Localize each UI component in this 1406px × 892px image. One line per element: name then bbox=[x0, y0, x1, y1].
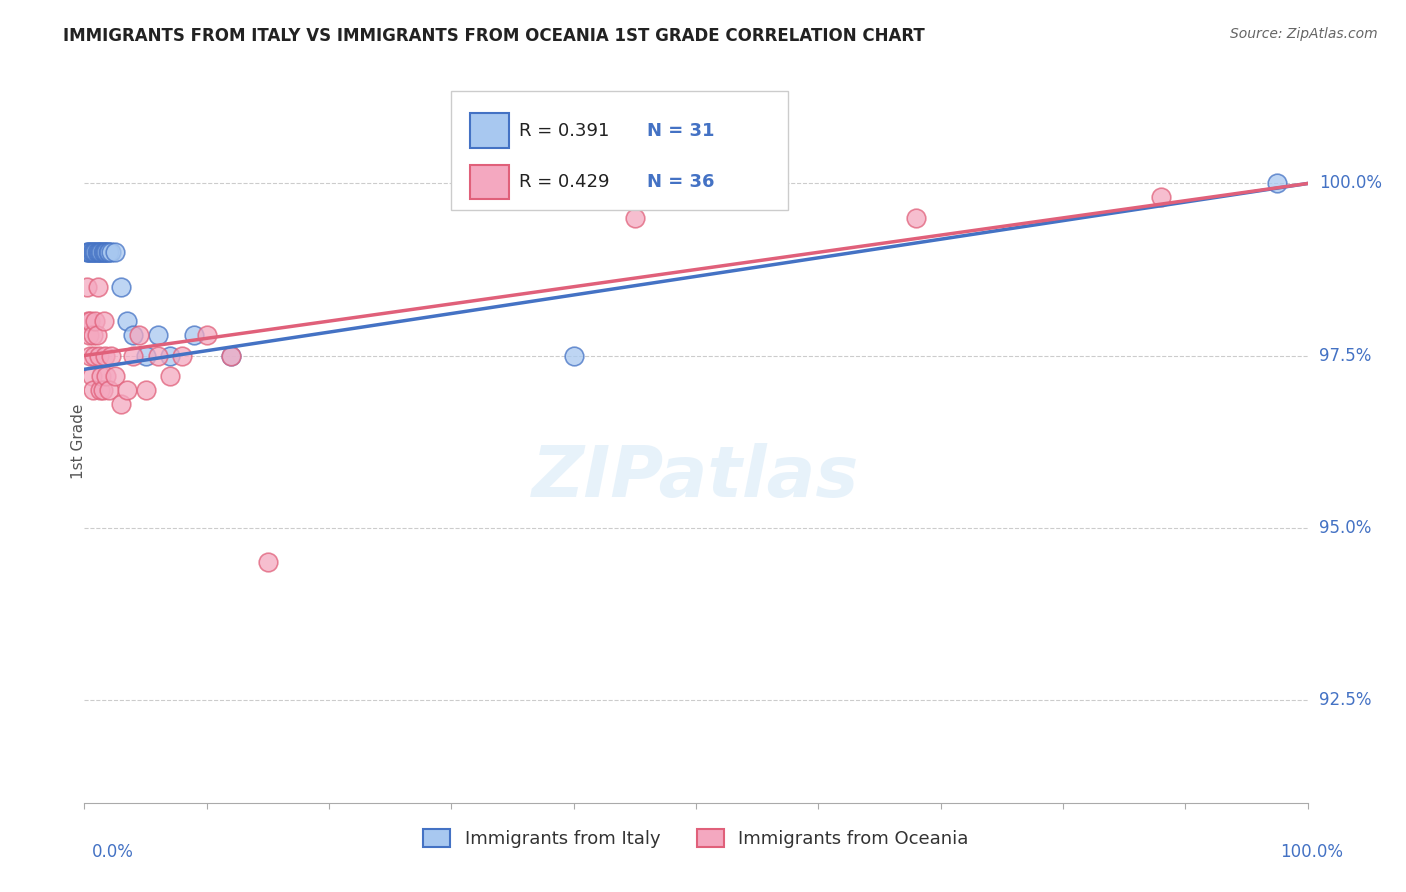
Text: R = 0.391: R = 0.391 bbox=[519, 121, 609, 139]
Point bbox=[84, 245, 107, 260]
Point bbox=[146, 349, 169, 363]
Point bbox=[89, 245, 111, 260]
Point bbox=[159, 369, 181, 384]
Point bbox=[87, 245, 110, 260]
Text: IMMIGRANTS FROM ITALY VS IMMIGRANTS FROM OCEANIA 1ST GRADE CORRELATION CHART: IMMIGRANTS FROM ITALY VS IMMIGRANTS FROM… bbox=[63, 27, 925, 45]
Point bbox=[135, 383, 157, 397]
Point bbox=[90, 245, 112, 260]
Text: 92.5%: 92.5% bbox=[1319, 690, 1371, 708]
Point bbox=[79, 349, 101, 363]
Point bbox=[77, 327, 100, 342]
Point bbox=[83, 349, 105, 363]
Point bbox=[1265, 177, 1288, 191]
FancyBboxPatch shape bbox=[470, 113, 509, 148]
Point bbox=[93, 245, 115, 260]
Point bbox=[82, 245, 104, 260]
Point bbox=[110, 279, 132, 293]
Point bbox=[146, 327, 169, 342]
Point bbox=[80, 369, 103, 384]
Point bbox=[115, 383, 138, 397]
Point bbox=[94, 245, 117, 260]
Y-axis label: 1st Grade: 1st Grade bbox=[72, 404, 86, 479]
Point bbox=[562, 349, 585, 363]
Point bbox=[91, 383, 114, 397]
Point bbox=[79, 314, 101, 328]
Point bbox=[219, 349, 242, 363]
Point bbox=[135, 349, 157, 363]
Point bbox=[159, 349, 181, 363]
Point bbox=[83, 245, 105, 260]
Point bbox=[100, 349, 122, 363]
Point bbox=[90, 369, 112, 384]
Text: 100.0%: 100.0% bbox=[1279, 843, 1343, 861]
Point bbox=[86, 327, 108, 342]
Point bbox=[195, 327, 218, 342]
Point bbox=[87, 349, 110, 363]
Point bbox=[80, 245, 103, 260]
Point bbox=[79, 245, 101, 260]
Text: 0.0%: 0.0% bbox=[91, 843, 134, 861]
Point bbox=[76, 279, 98, 293]
Point bbox=[93, 314, 115, 328]
Point bbox=[86, 245, 108, 260]
Point bbox=[257, 555, 280, 569]
Point bbox=[905, 211, 928, 225]
Text: N = 31: N = 31 bbox=[647, 121, 714, 139]
Text: 95.0%: 95.0% bbox=[1319, 518, 1371, 537]
Point bbox=[89, 383, 111, 397]
Point bbox=[100, 245, 122, 260]
Point bbox=[219, 349, 242, 363]
Point bbox=[76, 245, 98, 260]
Text: R = 0.429: R = 0.429 bbox=[519, 173, 609, 191]
Point bbox=[77, 245, 100, 260]
Text: N = 36: N = 36 bbox=[647, 173, 714, 191]
Point bbox=[624, 211, 647, 225]
Point bbox=[77, 314, 100, 328]
Text: 100.0%: 100.0% bbox=[1319, 175, 1382, 193]
Point bbox=[183, 327, 205, 342]
Point bbox=[97, 245, 120, 260]
Point bbox=[122, 327, 145, 342]
Text: 97.5%: 97.5% bbox=[1319, 346, 1371, 365]
FancyBboxPatch shape bbox=[451, 91, 787, 211]
Point bbox=[87, 245, 110, 260]
Point bbox=[104, 245, 127, 260]
Point bbox=[110, 397, 132, 411]
Point bbox=[104, 369, 127, 384]
Point bbox=[96, 369, 118, 384]
Point bbox=[91, 245, 114, 260]
Point bbox=[97, 383, 120, 397]
Text: Source: ZipAtlas.com: Source: ZipAtlas.com bbox=[1230, 27, 1378, 41]
Point bbox=[94, 349, 117, 363]
Text: ZIPatlas: ZIPatlas bbox=[533, 443, 859, 512]
FancyBboxPatch shape bbox=[470, 165, 509, 199]
Point bbox=[96, 245, 118, 260]
Legend: Immigrants from Italy, Immigrants from Oceania: Immigrants from Italy, Immigrants from O… bbox=[416, 822, 976, 855]
Point bbox=[1150, 190, 1173, 204]
Point bbox=[128, 327, 150, 342]
Point bbox=[122, 349, 145, 363]
Point bbox=[77, 245, 100, 260]
Point bbox=[82, 327, 104, 342]
Point bbox=[87, 279, 110, 293]
Point bbox=[84, 314, 107, 328]
Point bbox=[82, 383, 104, 397]
Point bbox=[172, 349, 194, 363]
Point bbox=[115, 314, 138, 328]
Point bbox=[97, 245, 120, 260]
